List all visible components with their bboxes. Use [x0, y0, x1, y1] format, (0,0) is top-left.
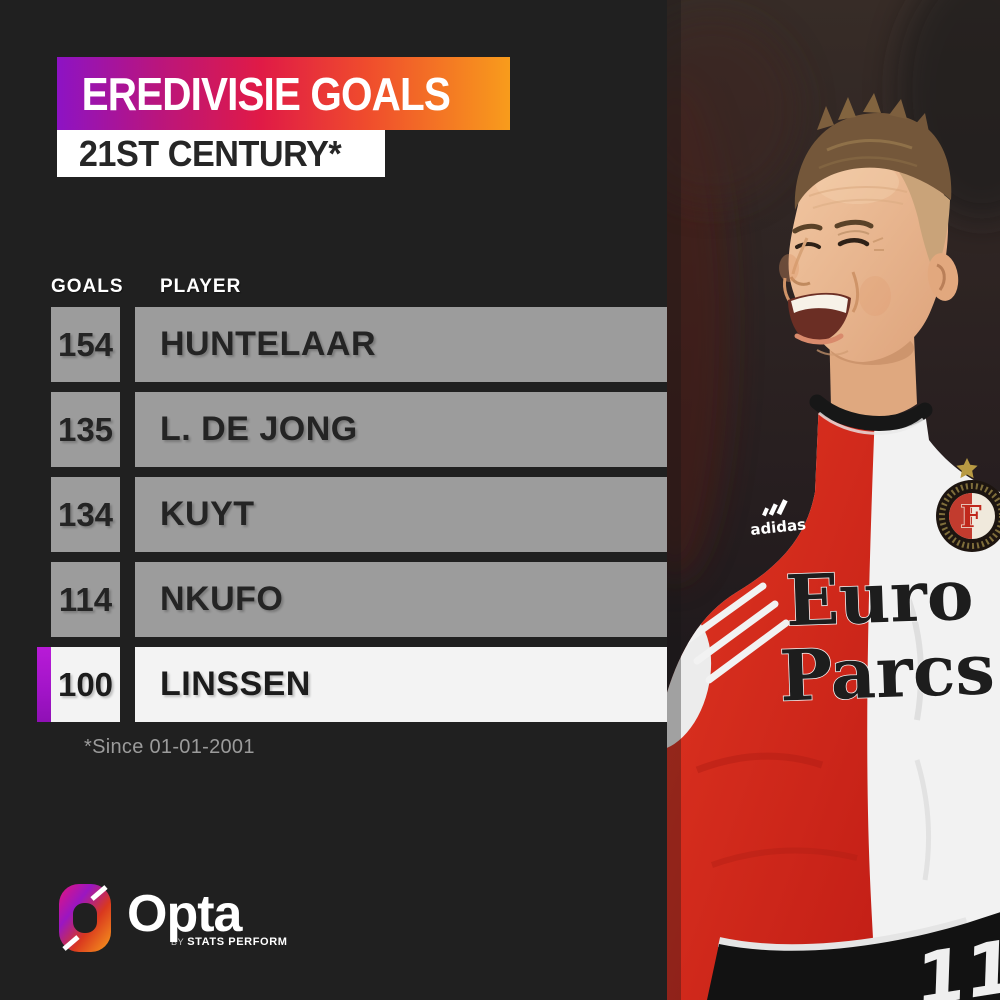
shirt-sponsor: Euro Parcs: [777, 552, 996, 718]
hair: [794, 112, 952, 210]
goals-value: 114: [51, 562, 120, 637]
player-name: L. DE JONG: [135, 392, 667, 467]
goals-value: 100: [51, 647, 120, 722]
player-name: KUYT: [135, 477, 667, 552]
goals-value: 154: [51, 307, 120, 382]
footnote: *Since 01-01-2001: [84, 736, 255, 758]
player-name: LINSSEN: [135, 647, 667, 722]
adidas-shoulder-stripe: [693, 600, 779, 665]
highlight-bar: [37, 647, 51, 722]
opta-byline-main: STATS PERFORM: [187, 936, 288, 948]
table-row: 134 KUYT: [51, 477, 667, 552]
table-row-highlighted: 100 LINSSEN: [51, 647, 667, 722]
table-row: 135 L. DE JONG: [51, 392, 667, 467]
adidas-logo: adidas: [749, 499, 807, 539]
page-title: EREDIVISIE GOALS: [81, 67, 451, 120]
player-head: [779, 93, 959, 362]
opta-byline: BY STATS PERFORM: [171, 936, 288, 948]
title-banner: EREDIVISIE GOALS: [57, 57, 510, 130]
player-photo: 11 adidas Euro Parcs F: [667, 0, 1000, 1000]
opta-byline-by: BY: [171, 937, 185, 947]
page-subtitle: 21ST CENTURY*: [78, 132, 342, 174]
sponsor-line-2: Parcs: [778, 627, 996, 717]
crest-letter: F: [960, 500, 981, 535]
eye: [837, 238, 870, 247]
column-header-player: PLAYER: [160, 276, 242, 297]
club-crest: F: [936, 458, 1000, 552]
shirt-collar: [809, 394, 933, 431]
sponsor-line-1: Euro: [784, 553, 975, 643]
goals-value: 134: [51, 477, 120, 552]
adidas-shoulder-stripe: [705, 619, 790, 684]
eye: [795, 242, 821, 249]
goals-value: 135: [51, 392, 120, 467]
column-header-goals: GOALS: [51, 276, 124, 297]
shorts-number: 11: [910, 924, 1000, 1000]
player-name: NKUFO: [135, 562, 667, 637]
shorts: [707, 912, 1000, 1000]
player-name: HUNTELAAR: [135, 307, 667, 382]
opta-wordmark: Opta: [127, 885, 242, 943]
table-row: 154 HUNTELAAR: [51, 307, 667, 382]
subtitle-box: 21ST CENTURY*: [57, 130, 385, 177]
opta-logo-icon: [59, 884, 111, 952]
adidas-shoulder-stripe: [681, 582, 767, 646]
crest-star: [956, 458, 978, 479]
adidas-wordmark: adidas: [749, 515, 806, 539]
table-row: 114 NKUFO: [51, 562, 667, 637]
